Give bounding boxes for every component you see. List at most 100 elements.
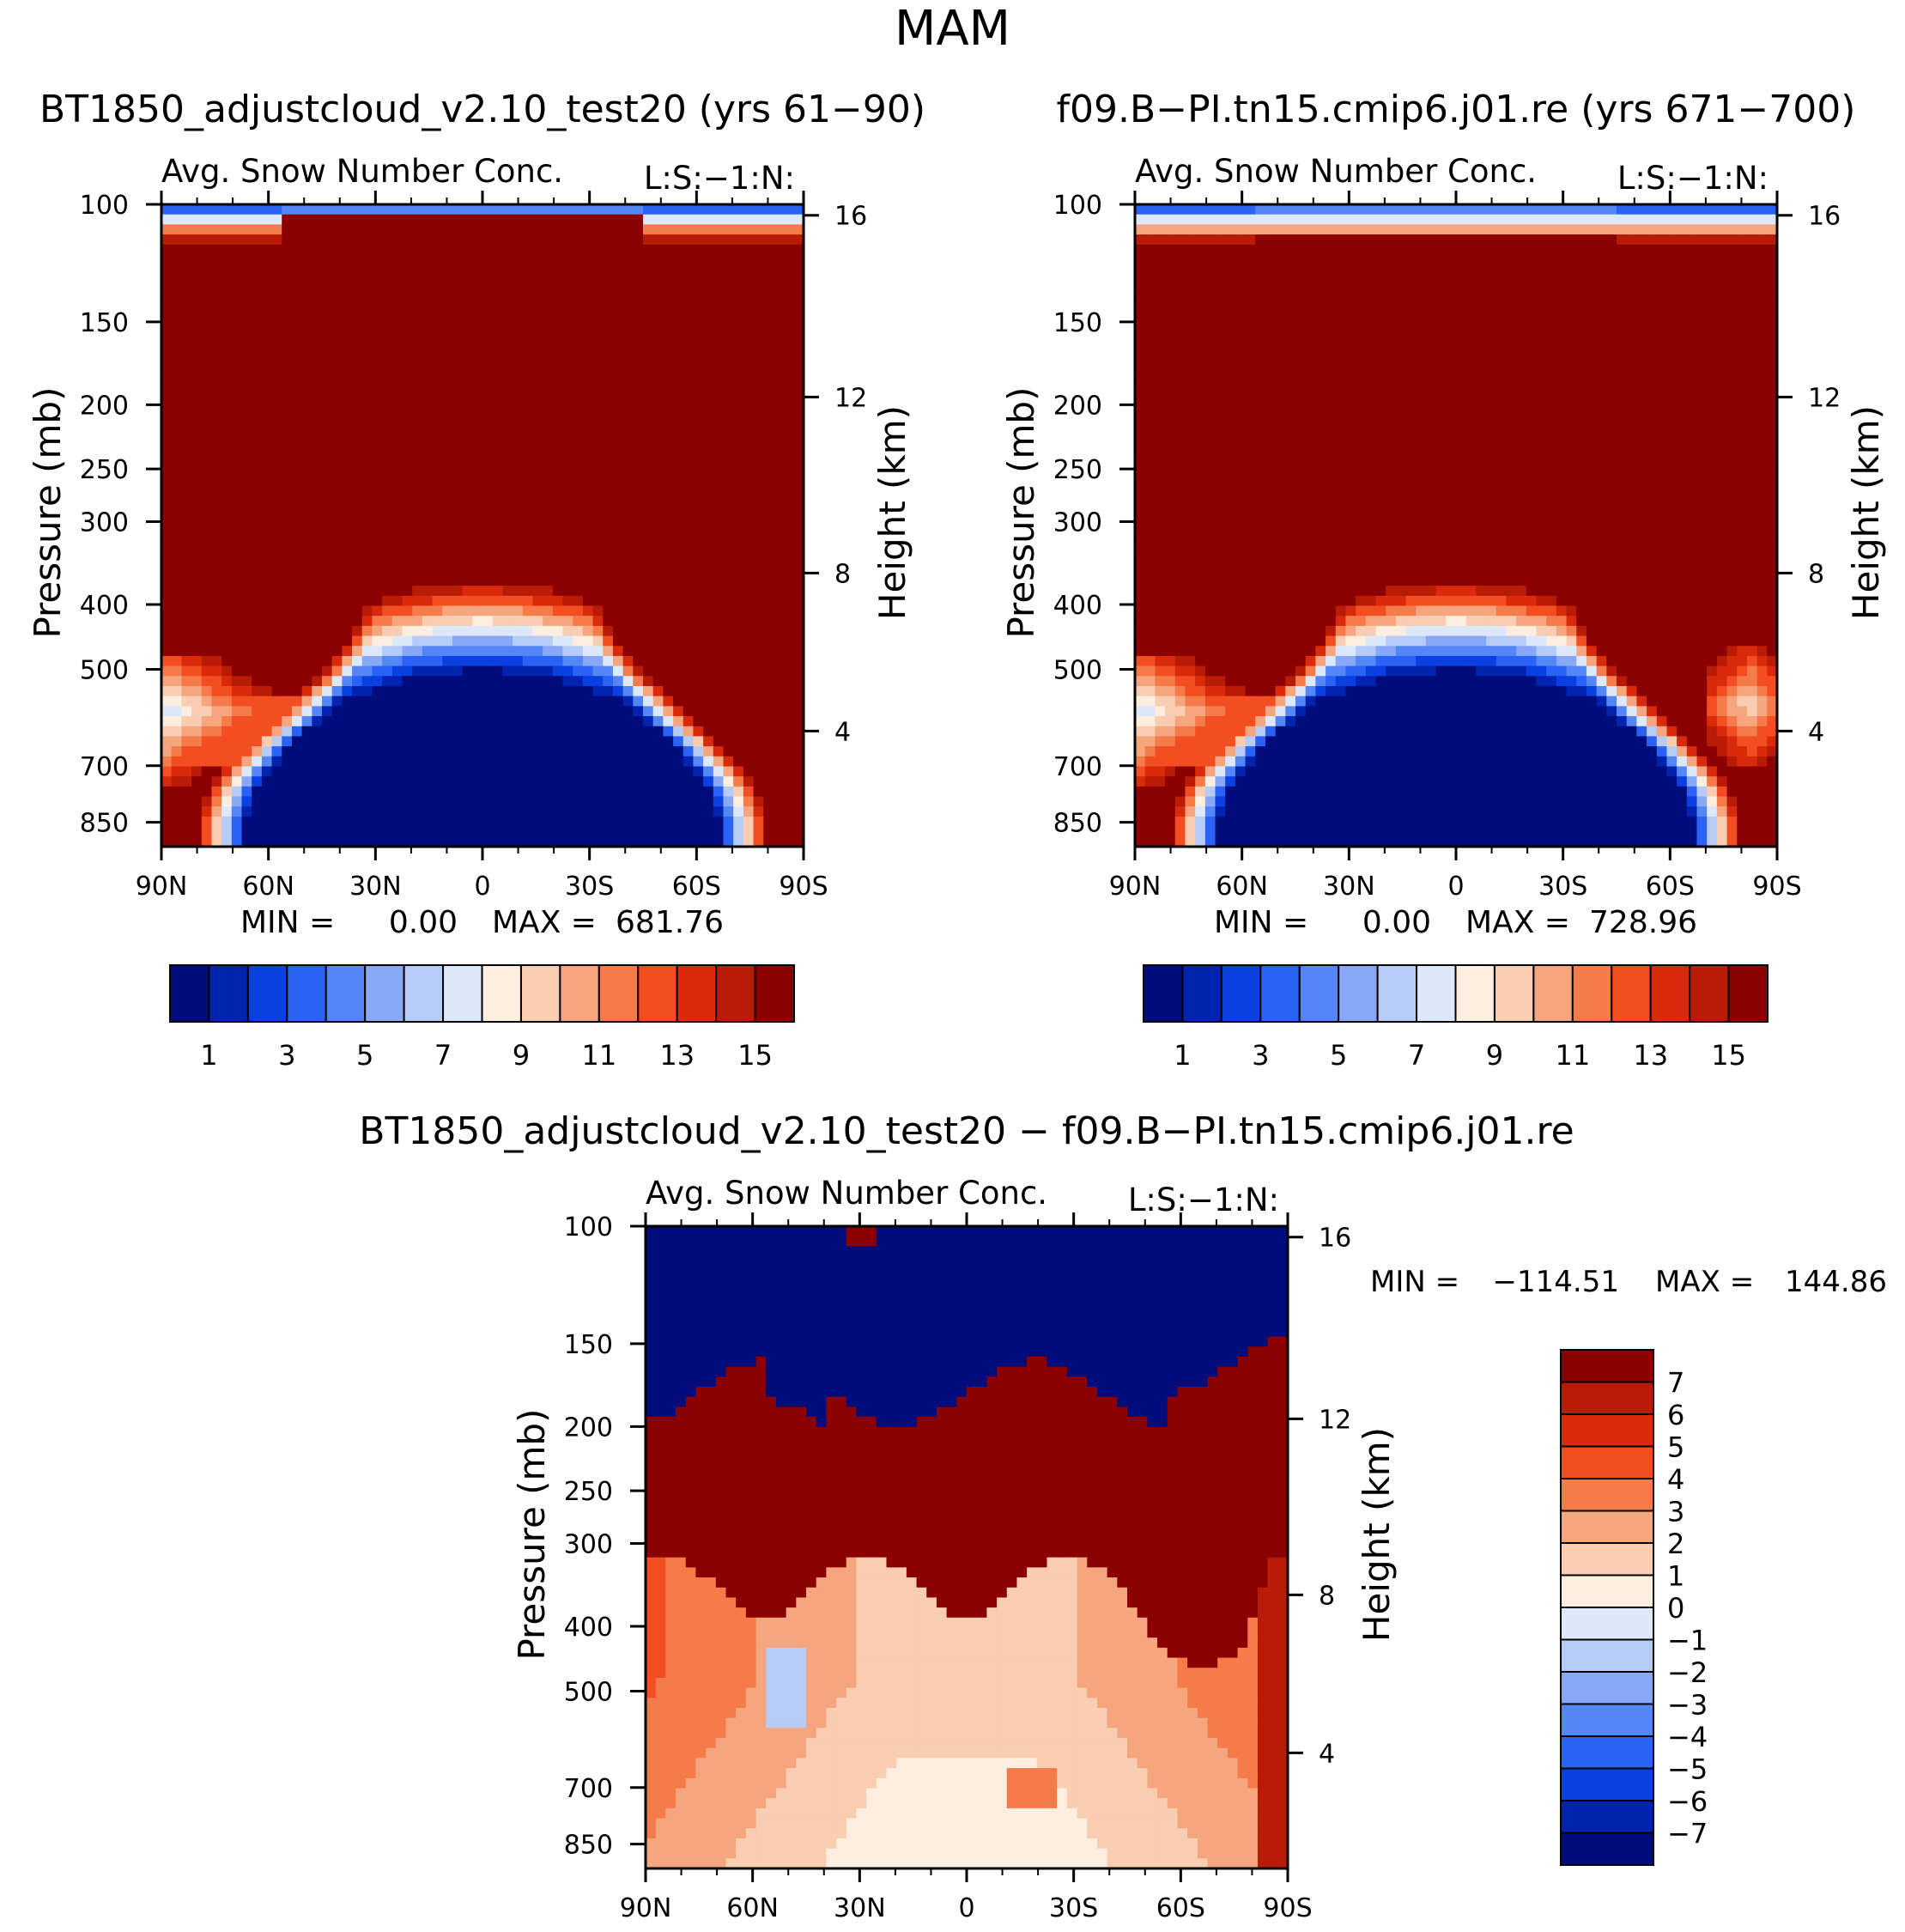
contour-cell [472, 766, 483, 777]
contour-cell [1144, 314, 1156, 325]
contour-cell [402, 595, 413, 607]
contour-cell [1335, 254, 1347, 265]
contour-cell [181, 264, 192, 276]
contour-cell [773, 274, 785, 286]
contour-cell [663, 586, 674, 597]
contour-cell [522, 706, 534, 717]
contour-cell [773, 344, 785, 355]
contour-cell [643, 455, 654, 466]
contour-cell [573, 746, 584, 757]
contour-cell [191, 274, 203, 286]
contour-cell [763, 434, 774, 447]
contour-cell [181, 325, 192, 336]
contour-cell [763, 284, 774, 295]
contour-cell [1606, 234, 1617, 246]
contour-cell [372, 325, 383, 336]
contour-cell [241, 736, 252, 747]
contour-cell [643, 605, 654, 617]
contour-cell [552, 535, 564, 546]
contour-cell [342, 264, 353, 276]
contour-cell [161, 475, 173, 486]
contour-cell [252, 605, 263, 617]
contour-cell [1506, 224, 1517, 235]
contour-cell [432, 404, 443, 416]
contour-cell [773, 325, 785, 336]
contour-cell [432, 234, 443, 246]
contour-cell [231, 776, 243, 787]
contour-cell [592, 204, 604, 216]
contour-cell [1174, 325, 1186, 336]
contour-cell [492, 365, 503, 376]
contour-cell [1495, 304, 1508, 316]
contour-cell [241, 556, 252, 567]
contour-cell [522, 616, 534, 627]
contour-cell [643, 234, 654, 246]
contour-cell [372, 556, 383, 567]
contour-cell [763, 385, 774, 396]
contour-cell [391, 445, 403, 456]
contour-cell [382, 526, 393, 537]
contour-cell [361, 295, 373, 306]
contour-cell [1556, 214, 1568, 225]
contour-cell [733, 365, 744, 376]
contour-cell [1716, 224, 1728, 235]
contour-cell [1566, 254, 1577, 265]
contour-cell [422, 304, 434, 316]
contour-cell [422, 415, 434, 426]
contour-cell [532, 365, 543, 376]
contour-cell [723, 806, 734, 817]
contour-cell [422, 605, 434, 617]
contour-cell [513, 274, 524, 286]
contour-cell [663, 526, 674, 537]
contour-cell [291, 605, 303, 617]
contour-cell [1506, 314, 1517, 325]
contour-cell [552, 244, 564, 256]
contour-cell [522, 796, 534, 807]
contour-cell [201, 314, 213, 325]
contour-cell [382, 686, 393, 697]
contour-cell [452, 565, 464, 577]
contour-cell [372, 395, 383, 406]
contour-cell [552, 556, 564, 567]
contour-cell [552, 515, 564, 526]
contour-cell [532, 224, 543, 235]
contour-cell [573, 264, 584, 276]
contour-cell [432, 314, 443, 325]
contour-cell [622, 325, 634, 336]
contour-cell [592, 776, 604, 787]
contour-cell [252, 395, 263, 406]
contour-cell [783, 535, 794, 546]
contour-cell [713, 746, 725, 757]
contour-cell [382, 836, 393, 848]
contour-cell [1195, 214, 1206, 225]
contour-cell [723, 736, 734, 747]
contour-cell [452, 756, 464, 768]
contour-cell [753, 586, 764, 597]
contour-cell [1486, 224, 1497, 235]
contour-cell [612, 776, 624, 787]
contour-cell [573, 244, 584, 256]
contour-cell [382, 776, 393, 787]
contour-cell [713, 214, 725, 225]
contour-cell [522, 295, 534, 306]
contour-cell [282, 535, 293, 546]
contour-cell [1647, 234, 1658, 246]
contour-cell [643, 826, 654, 837]
contour-cell [793, 565, 804, 577]
contour-cell [783, 295, 794, 306]
contour-cell [241, 766, 252, 777]
contour-cell [252, 334, 263, 346]
contour-cell [412, 455, 423, 466]
contour-cell [1215, 214, 1226, 225]
contour-cell [643, 676, 654, 687]
contour-cell [472, 355, 483, 366]
contour-cell [1566, 204, 1577, 216]
contour-cell [582, 344, 594, 355]
contour-cell [352, 434, 363, 447]
contour-cell [252, 404, 263, 416]
contour-cell [472, 325, 483, 336]
contour-cell [462, 224, 473, 235]
contour-cell [301, 565, 312, 577]
contour-cell [603, 465, 614, 477]
contour-cell [1285, 274, 1296, 286]
